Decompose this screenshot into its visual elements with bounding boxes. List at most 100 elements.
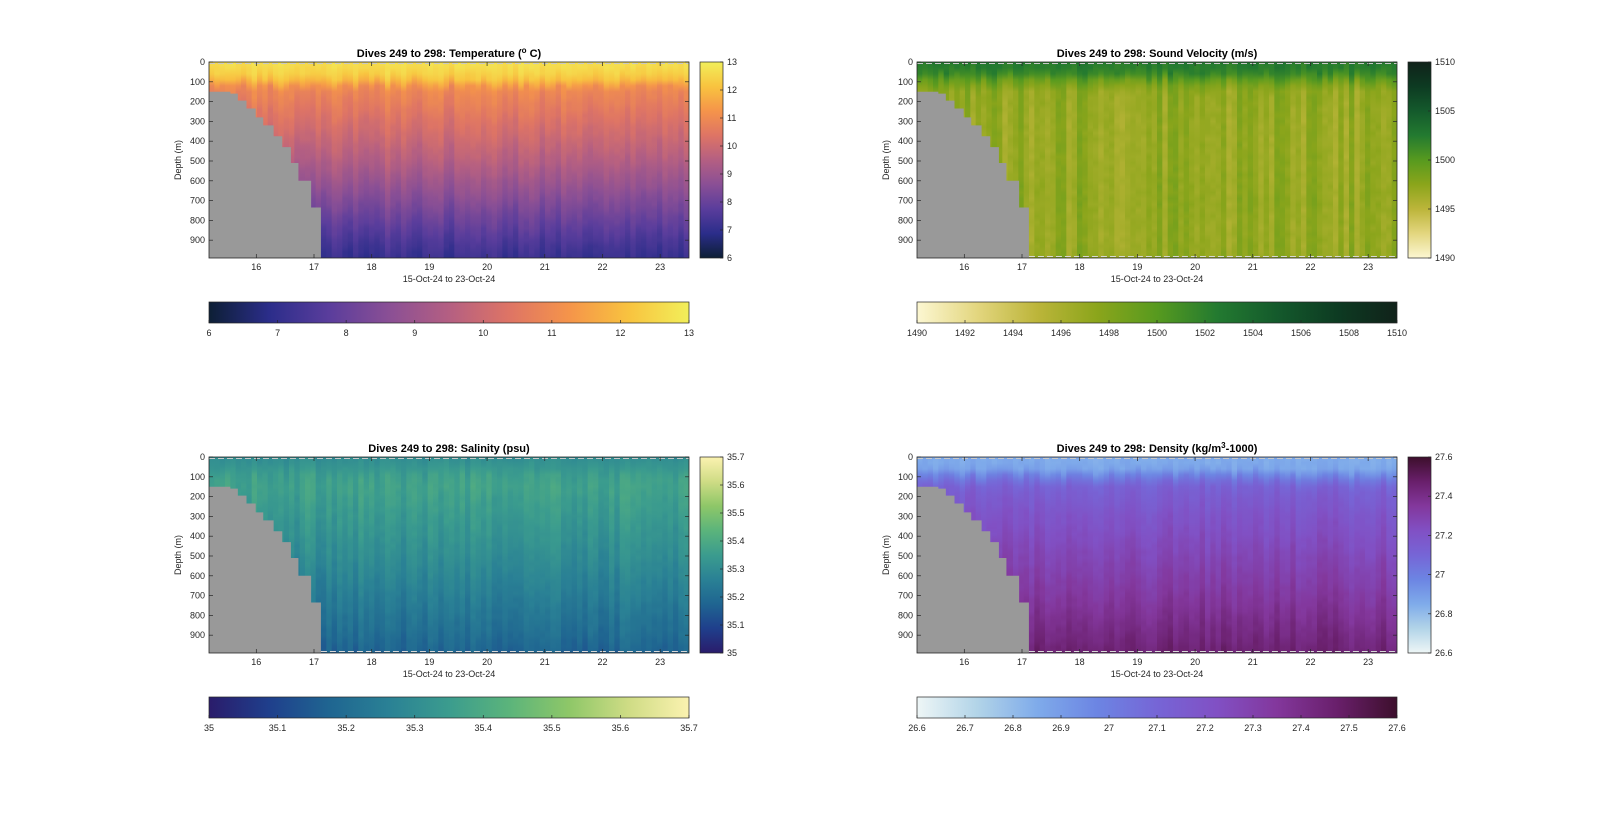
dive-profile-column (1221, 457, 1227, 653)
y-tick-label: 900 (898, 235, 913, 245)
dive-profile-column (651, 62, 658, 258)
axes-frame (916, 456, 1398, 654)
x-tick-label: 17 (1017, 657, 1027, 667)
dive-profile-column (1215, 62, 1222, 258)
dive-profile-column (1135, 62, 1142, 258)
x-tick-label: 20 (482, 657, 492, 667)
dive-profile-column (358, 457, 365, 653)
dive-profile-column (1183, 457, 1190, 653)
dive-profile-column (1045, 62, 1051, 258)
dive-profile-column (1125, 62, 1131, 258)
dive-profile-column (438, 457, 445, 653)
dive-profile-column (1306, 62, 1313, 258)
dive-profile-column (1119, 62, 1126, 258)
y-tick-label: 700 (190, 196, 205, 206)
dive-profile-column (1125, 457, 1131, 653)
dive-profile-column (390, 457, 397, 653)
dive-profile-column (1103, 457, 1110, 653)
y-tick-label: 900 (190, 235, 205, 245)
colorbar-tick-label: 11 (727, 113, 736, 123)
dive-profile-column (571, 62, 578, 258)
dive-profile-column (1141, 457, 1147, 653)
dive-profile-column (481, 62, 487, 258)
hcolorbar-tick-label: 26.9 (1052, 723, 1070, 733)
y-tick-label: 900 (898, 630, 913, 640)
x-tick-label: 21 (1248, 262, 1258, 272)
chart-title: Dives 249 to 298: Salinity (psu) (368, 443, 530, 455)
chart-panel-3: Dives 249 to 298: Salinity (psu) 0 100 200 3… (173, 443, 745, 733)
dive-profile-column (1370, 457, 1377, 653)
dive-profile-column (406, 457, 413, 653)
hcolorbar-tick-label: 27 (1104, 723, 1114, 733)
dive-profile-column (1226, 62, 1233, 258)
y-tick-label: 200 (190, 97, 205, 107)
dive-profile-column (1253, 62, 1259, 258)
dive-profile-column (1247, 457, 1254, 653)
y-tick-label: 300 (898, 116, 913, 126)
dive-profile-column (678, 457, 685, 653)
dive-profile-column (1295, 457, 1302, 653)
dive-profile-column (1354, 457, 1361, 653)
y-tick-label: 700 (898, 591, 913, 601)
y-tick-label: 700 (898, 196, 913, 206)
x-tick-label: 21 (540, 657, 550, 667)
hcolorbar-tick-label: 26.8 (1004, 723, 1022, 733)
dive-profile-column (657, 62, 663, 258)
dive-profile-column (470, 457, 477, 653)
colorbar-tick-label: 1490 (1435, 253, 1455, 263)
dive-profile-column (683, 62, 689, 258)
heatmap-field (209, 62, 689, 258)
dive-profile-column (1093, 62, 1099, 258)
dive-profile-column (1205, 457, 1211, 653)
dive-profile-column (566, 62, 573, 258)
dive-profile-column (550, 62, 557, 258)
dive-profile-column (587, 62, 594, 258)
dive-profile-column (1141, 62, 1147, 258)
dive-profile-column (1018, 62, 1025, 258)
y-tick-label: 0 (908, 452, 913, 462)
dive-profile-column (422, 457, 429, 653)
dive-profile-column (1338, 62, 1345, 258)
dive-profile-column (1349, 62, 1355, 258)
dive-profile-column (475, 62, 482, 258)
dive-profile-column (1093, 457, 1099, 653)
y-tick-label: 200 (898, 97, 913, 107)
dive-profile-column (1247, 62, 1254, 258)
dive-profile-column (673, 457, 679, 653)
x-tick-label: 16 (251, 657, 261, 667)
land-mask (209, 91, 321, 258)
hcolorbar-tick-label: 27.2 (1196, 723, 1214, 733)
hcolorbar-tick-label: 26.6 (908, 723, 926, 733)
y-tick-label: 600 (898, 571, 913, 581)
y-tick-label: 0 (200, 452, 205, 462)
y-tick-label: 0 (908, 57, 913, 67)
dive-profile-column (438, 62, 445, 258)
x-tick-label: 16 (959, 262, 969, 272)
hcolorbar-tick-label: 10 (478, 328, 488, 338)
x-tick-label: 19 (1132, 262, 1142, 272)
y-tick-label: 200 (898, 492, 913, 502)
dive-profile-column (331, 62, 338, 258)
dive-profile-column (1130, 457, 1137, 653)
dive-profile-column (1189, 62, 1195, 258)
hcolorbar-tick-label: 12 (615, 328, 625, 338)
dive-profile-column (1274, 62, 1281, 258)
colorbar-tick-label: 27.6 (1435, 452, 1453, 462)
dive-profile-column (625, 62, 631, 258)
dive-profile-column (1381, 62, 1387, 258)
dive-profile-column (619, 457, 626, 653)
x-tick-label: 23 (655, 262, 665, 272)
land-mask (917, 91, 1029, 258)
dive-profile-column (1018, 457, 1025, 653)
dive-profile-column (449, 62, 455, 258)
dive-profile-column (1055, 62, 1062, 258)
dive-profile-column (1253, 457, 1259, 653)
dive-profile-column (1301, 62, 1307, 258)
dive-profile-column (1290, 457, 1297, 653)
dive-profile-column (374, 62, 381, 258)
dive-profile-column (577, 62, 583, 258)
dive-profile-column (379, 62, 386, 258)
dive-profile-column (497, 62, 503, 258)
dive-profile-column (459, 457, 466, 653)
